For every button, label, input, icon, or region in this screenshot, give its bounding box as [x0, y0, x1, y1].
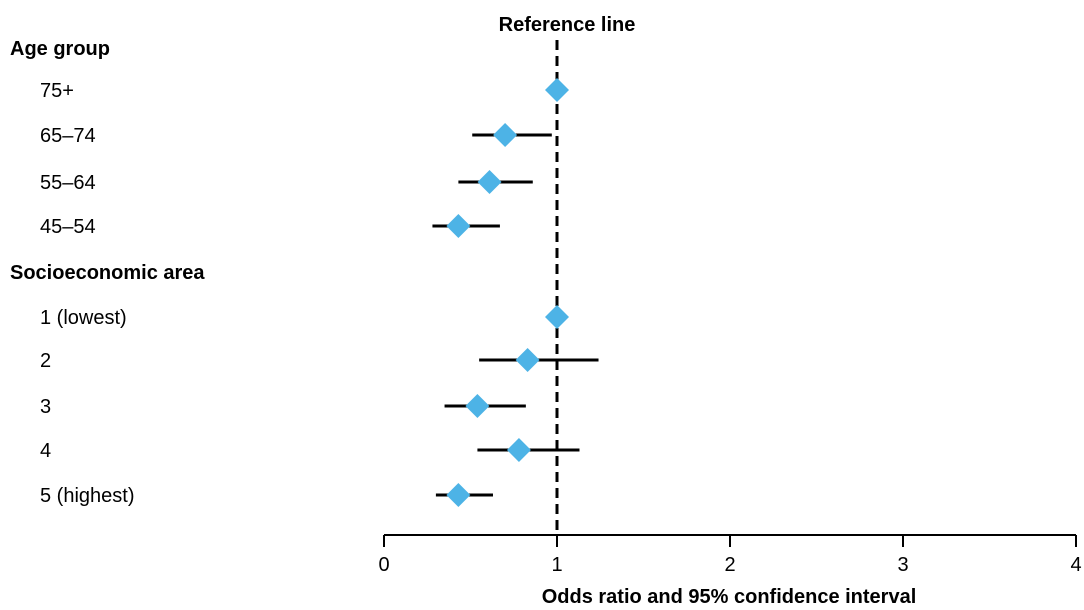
odds-ratio-marker: [493, 123, 518, 147]
row-label: 45–54: [40, 216, 96, 238]
odds-ratio-marker: [446, 214, 471, 238]
group-heading: Socioeconomic area: [10, 262, 205, 284]
odds-ratio-marker: [506, 438, 531, 462]
row-label: 2: [40, 350, 51, 372]
row-label: 5 (highest): [40, 485, 135, 507]
odds-ratio-marker: [465, 394, 490, 418]
x-tick-label: 0: [378, 554, 389, 576]
x-tick-label: 2: [724, 554, 735, 576]
x-tick-label: 3: [897, 554, 908, 576]
odds-ratio-marker: [446, 483, 471, 507]
odds-ratio-marker: [545, 305, 569, 329]
row-label: 75+: [40, 80, 74, 102]
row-label: 1 (lowest): [40, 307, 127, 329]
row-labels: Age group 75+ 65–74 55–64 45–54 Socioeconomic…: [10, 38, 205, 507]
group-heading: Age group: [10, 38, 110, 60]
confidence-intervals: [432, 133, 599, 497]
row-label: 3: [40, 396, 51, 418]
x-axis: 0 1 2 3 4: [378, 534, 1082, 576]
row-label: 4: [40, 440, 51, 462]
x-axis-title: Odds ratio and 95% confidence interval: [542, 586, 917, 608]
reference-line-label: Reference line: [499, 14, 636, 36]
row-label: 65–74: [40, 125, 96, 147]
odds-ratio-markers: [446, 78, 569, 507]
row-label: 55–64: [40, 172, 96, 194]
x-tick-label: 1: [551, 554, 562, 576]
odds-ratio-marker: [515, 348, 540, 372]
odds-ratio-marker: [477, 170, 502, 194]
x-tick-label: 4: [1070, 554, 1081, 576]
odds-ratio-marker: [545, 78, 569, 102]
